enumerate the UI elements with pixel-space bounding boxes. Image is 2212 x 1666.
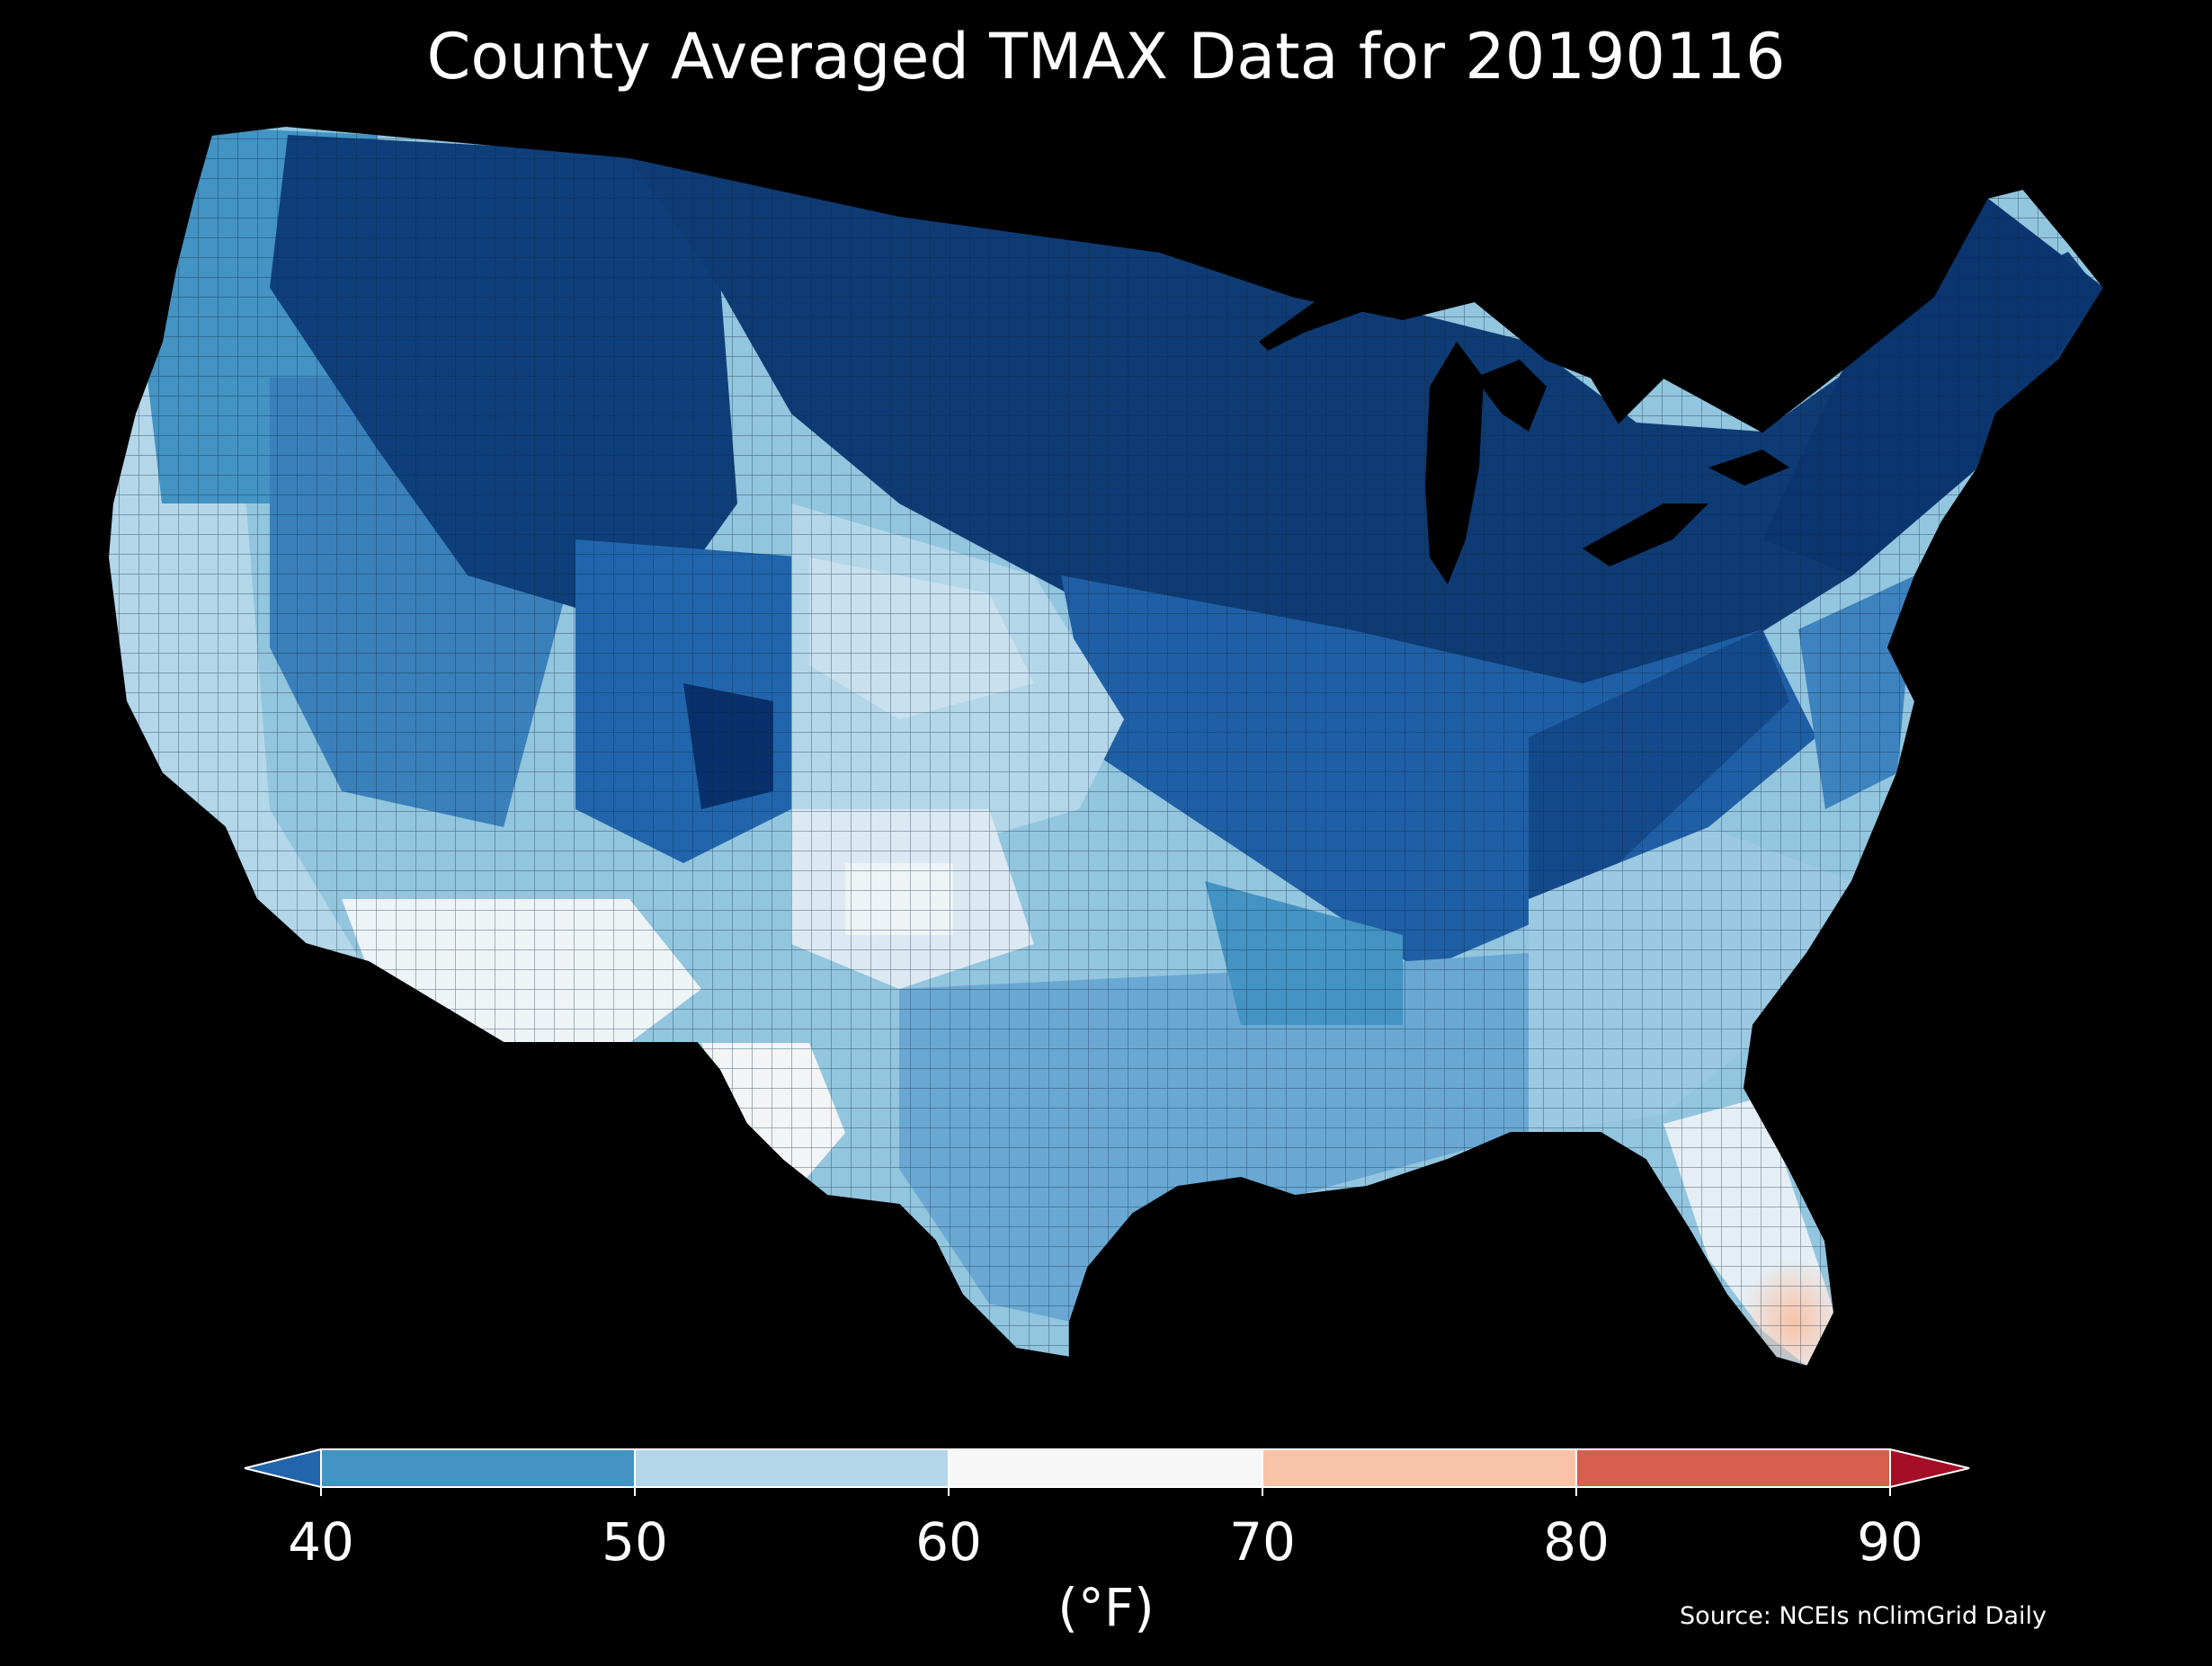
great-lakes [1259,288,1789,584]
colorbar-tick-60: 60 [915,1511,982,1572]
colorbar-tick-40: 40 [288,1511,354,1572]
colorbar-bin-4 [1576,1449,1890,1487]
colorbar-bin-2 [949,1449,1262,1487]
colorbar-tick-70: 70 [1229,1511,1296,1572]
map-title: County Averaged TMAX Data for 20190116 [426,20,1786,94]
colorbar-over-arrow [1890,1449,1969,1487]
colorbar-tick-90: 90 [1857,1511,1923,1572]
colorbar-tick-50: 50 [602,1511,668,1572]
colorbar-bin-1 [635,1449,949,1487]
colorbar-under-arrow [245,1449,321,1487]
colorbar-bin-3 [1262,1449,1576,1487]
source-credit: Source: NCEIs nClimGrid Daily [1680,1602,2047,1630]
colorbar-unit-label: (°F) [1057,1577,1155,1638]
colorbar-bin-0 [321,1449,635,1487]
colorbar-tick-80: 80 [1543,1511,1610,1572]
colorbar-ticks [320,1449,1891,1496]
colorbar-bins [321,1449,1890,1487]
